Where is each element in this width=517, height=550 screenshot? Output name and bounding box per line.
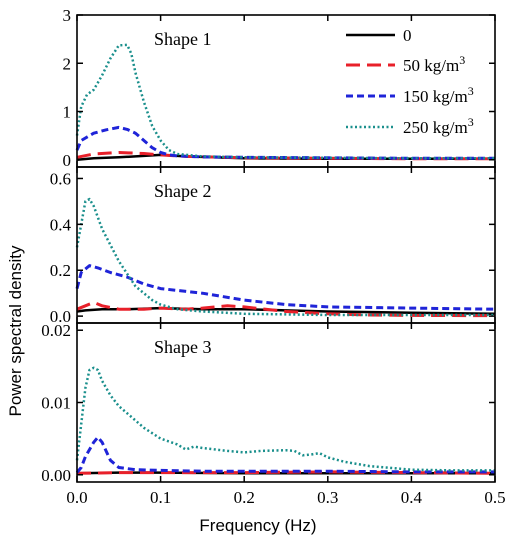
y-tick-label: 0.0 <box>50 307 71 326</box>
x-tick-label: 0.4 <box>401 488 423 507</box>
series-line-4 <box>75 43 495 160</box>
series-line-3 <box>75 435 495 474</box>
x-tick-label: 0.5 <box>484 488 505 507</box>
y-tick-label: 1 <box>63 103 72 122</box>
series-line-4 <box>75 197 495 317</box>
legend-superscript: 3 <box>459 53 465 67</box>
panel-frame <box>76 322 496 483</box>
y-tick-label: 0.6 <box>50 169 71 188</box>
x-axis-title: Frequency (Hz) <box>199 516 316 535</box>
y-axis-title: Power spectral density <box>6 245 25 417</box>
y-tick-label: 0.01 <box>41 394 71 413</box>
legend-label: 150 kg/m3 <box>403 84 474 106</box>
x-tick-label: 0.1 <box>150 488 171 507</box>
panel-2: 0.0 0.2 0.4 0.6 Shape 2 <box>50 166 496 326</box>
legend-label: 250 kg/m3 <box>403 115 474 137</box>
series-line-4 <box>75 366 495 472</box>
y-tick-label: 3 <box>63 6 72 25</box>
series-line-1 <box>76 471 495 475</box>
y-tick-label: 0.4 <box>50 215 72 234</box>
legend: 0 50 kg/m3 150 kg/m3 250 kg/m3 <box>346 26 474 137</box>
panel-label: Shape 3 <box>154 337 212 357</box>
series-line-3 <box>75 264 496 311</box>
x-tick-label: 0.3 <box>317 488 338 507</box>
panel-frame <box>76 166 496 324</box>
legend-superscript: 3 <box>468 84 474 98</box>
legend-label: 50 kg/m3 <box>403 53 465 75</box>
panel-label: Shape 1 <box>154 29 212 49</box>
y-tick-label: 2 <box>63 54 72 73</box>
panel-label: Shape 2 <box>154 181 212 201</box>
legend-superscript: 3 <box>468 115 474 129</box>
y-tick-label: 0 <box>63 151 72 170</box>
panel-3: 0.00 0.01 0.02 Shape 3 <box>41 321 496 485</box>
y-tick-label: 0.00 <box>41 466 71 485</box>
x-tick-label: 0.2 <box>234 488 255 507</box>
y-tick-label: 0.2 <box>50 261 71 280</box>
x-tick-label: 0.0 <box>66 488 87 507</box>
y-tick-label: 0.02 <box>41 321 71 340</box>
legend-label: 0 <box>403 26 412 45</box>
